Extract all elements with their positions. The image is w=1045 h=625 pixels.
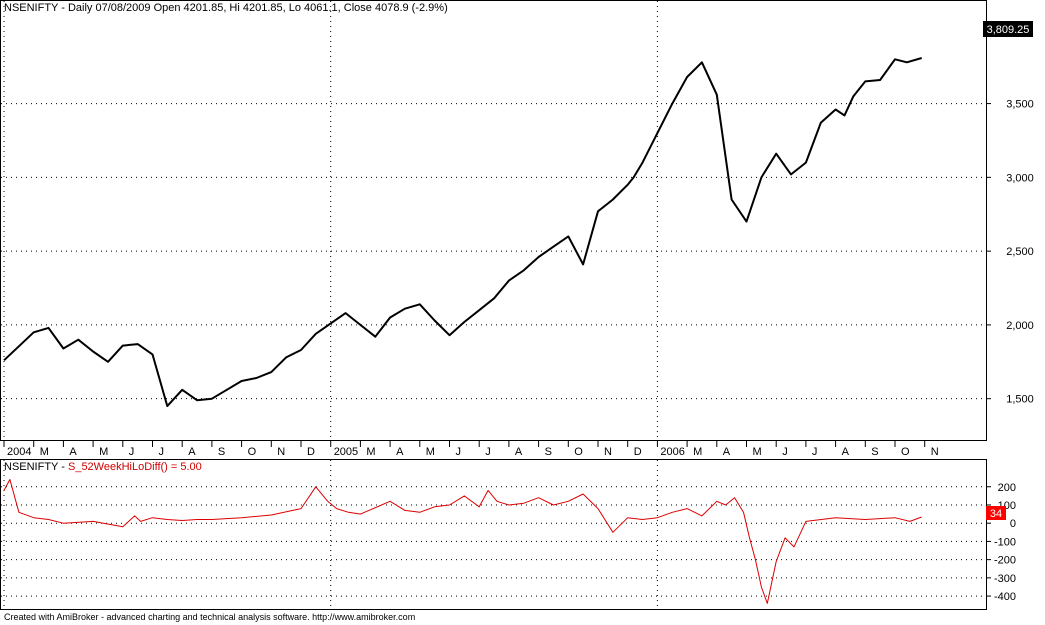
month-label: O bbox=[901, 446, 910, 458]
indicator-symbol-label: NSENIFTY - bbox=[4, 461, 68, 473]
month-label: A bbox=[842, 446, 850, 458]
indicator-tick-label: -400 bbox=[994, 591, 1016, 603]
indicator-pane-border bbox=[0, 459, 987, 610]
price-pane-grid bbox=[1, 1, 986, 440]
month-label: D bbox=[634, 446, 642, 458]
price-series-line[interactable] bbox=[3, 57, 922, 408]
price-last-value-badge: 3,809.25 bbox=[983, 21, 1033, 37]
month-label: M bbox=[693, 446, 702, 458]
month-label: M bbox=[40, 446, 49, 458]
month-label: J bbox=[812, 446, 818, 458]
indicator-tick-label: -100 bbox=[994, 536, 1016, 548]
indicator-pane-title: NSENIFTY - S_52WeekHiLoDiff() = 5.00 bbox=[4, 461, 202, 473]
month-label: A bbox=[69, 446, 77, 458]
price-tick-label: 3,500 bbox=[1006, 99, 1034, 111]
month-label: 2004 bbox=[7, 446, 31, 458]
month-label: M bbox=[99, 446, 108, 458]
indicator-last-value-badge: 34 bbox=[986, 506, 1006, 520]
price-tick-label: 3,000 bbox=[1006, 172, 1034, 184]
month-label: S bbox=[218, 446, 225, 458]
price-pane-title: NSENIFTY - Daily 07/08/2009 Open 4201.85… bbox=[4, 2, 448, 14]
month-label: A bbox=[396, 446, 404, 458]
month-label: O bbox=[248, 446, 257, 458]
indicator-pane-grid bbox=[1, 460, 986, 609]
indicator-formula-label: S_52WeekHiLoDiff() = 5.00 bbox=[67, 461, 202, 473]
month-label: N bbox=[604, 446, 612, 458]
indicator-last-value: 34 bbox=[990, 508, 1002, 520]
price-tick-label: 1,500 bbox=[1006, 394, 1034, 406]
month-label: D bbox=[307, 446, 315, 458]
price-last-value: 3,809.25 bbox=[987, 24, 1030, 36]
month-label: M bbox=[426, 446, 435, 458]
month-label: A bbox=[188, 446, 196, 458]
month-label: M bbox=[753, 446, 762, 458]
indicator-tick-label: 200 bbox=[998, 482, 1016, 494]
month-label: N bbox=[277, 446, 285, 458]
indicator-tick-label: 0 bbox=[1010, 518, 1016, 530]
price-tick-label: 2,500 bbox=[1006, 246, 1034, 258]
month-label: J bbox=[129, 446, 135, 458]
month-label: 2006 bbox=[660, 446, 684, 458]
month-label: S bbox=[545, 446, 552, 458]
month-label: S bbox=[871, 446, 878, 458]
month-label: A bbox=[515, 446, 523, 458]
price-series[interactable] bbox=[3, 57, 922, 408]
month-label: 2005 bbox=[334, 446, 358, 458]
month-label: J bbox=[456, 446, 462, 458]
price-axis-ticks: 1,500 2,000 2,500 3,000 3,500 bbox=[986, 99, 1034, 406]
month-label: J bbox=[159, 446, 165, 458]
month-label: N bbox=[931, 446, 939, 458]
indicator-series-line[interactable] bbox=[3, 479, 922, 604]
indicator-series[interactable] bbox=[3, 479, 922, 604]
month-label: J bbox=[782, 446, 788, 458]
indicator-tick-label: -300 bbox=[994, 573, 1016, 585]
month-label: J bbox=[485, 446, 491, 458]
time-axis: 2004 M A M J J A S O N D 2005 M A M J J A S O N D 2006 M A M J J A S O… bbox=[3, 441, 939, 458]
price-pane-border bbox=[0, 0, 987, 441]
month-label: A bbox=[723, 446, 731, 458]
price-tick-label: 2,000 bbox=[1006, 320, 1034, 332]
footer-credit: Created with AmiBroker - advanced charti… bbox=[4, 612, 416, 622]
month-label: M bbox=[366, 446, 375, 458]
indicator-tick-label: -200 bbox=[994, 555, 1016, 567]
month-label: O bbox=[574, 446, 583, 458]
